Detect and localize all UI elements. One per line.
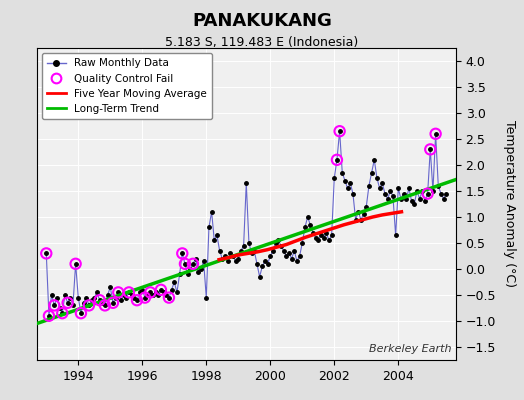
Point: [95, 297, 104, 304]
Point: [141, 294, 149, 301]
Text: Berkeley Earth: Berkeley Earth: [369, 344, 452, 354]
Point: [109, 300, 117, 306]
Point: [71, 261, 80, 267]
Point: [165, 294, 173, 301]
Point: [426, 146, 434, 153]
Point: [125, 289, 133, 296]
Point: [50, 302, 59, 309]
Point: [45, 313, 53, 319]
Legend: Raw Monthly Data, Quality Control Fail, Five Year Moving Average, Long-Term Tren: Raw Monthly Data, Quality Control Fail, …: [42, 53, 212, 119]
Point: [157, 286, 165, 293]
Point: [178, 250, 187, 257]
Point: [114, 289, 123, 296]
Point: [58, 310, 67, 316]
Point: [101, 302, 109, 309]
Point: [85, 302, 93, 309]
Point: [423, 190, 432, 197]
Text: 5.183 S, 119.483 E (Indonesia): 5.183 S, 119.483 E (Indonesia): [166, 36, 358, 49]
Text: PANAKUKANG: PANAKUKANG: [192, 12, 332, 30]
Point: [189, 261, 197, 267]
Point: [146, 289, 155, 296]
Point: [133, 297, 141, 304]
Point: [181, 261, 189, 267]
Point: [333, 156, 341, 163]
Point: [63, 300, 72, 306]
Point: [335, 128, 344, 134]
Point: [42, 250, 50, 257]
Y-axis label: Temperature Anomaly (°C): Temperature Anomaly (°C): [503, 120, 516, 288]
Point: [431, 130, 440, 137]
Point: [77, 310, 85, 316]
